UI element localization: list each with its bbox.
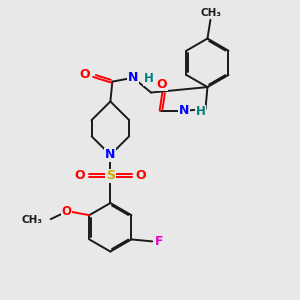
Text: CH₃: CH₃ [201, 8, 222, 18]
Text: H: H [144, 72, 154, 85]
Text: O: O [157, 78, 167, 91]
Text: N: N [178, 104, 189, 117]
Text: N: N [128, 71, 138, 84]
Text: CH₃: CH₃ [22, 215, 43, 225]
Text: N: N [105, 148, 116, 161]
Text: O: O [79, 68, 90, 81]
Text: O: O [136, 169, 146, 182]
Text: H: H [196, 105, 206, 119]
Text: S: S [106, 169, 115, 182]
Text: F: F [155, 235, 164, 248]
Text: O: O [74, 169, 85, 182]
Text: O: O [61, 205, 72, 218]
